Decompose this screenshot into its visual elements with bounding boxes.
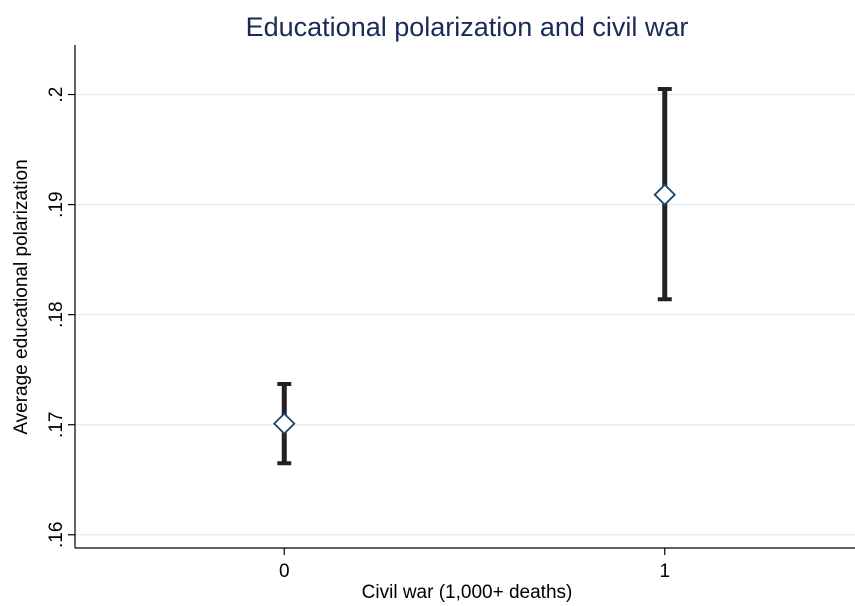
y-tick-label: .17 (46, 412, 67, 438)
x-tick-label: 1 (659, 561, 670, 582)
y-tick-label: .18 (46, 301, 67, 327)
y-ticks: .16 .17 .18 .19 .2 (46, 87, 75, 548)
mean-marker (272, 412, 296, 435)
y-axis-label: Average educational polarization (11, 159, 32, 434)
y-tick-label: .19 (46, 191, 67, 217)
data-marks (272, 87, 677, 466)
mean-marker (653, 183, 677, 206)
y-tick-label: .2 (46, 87, 67, 103)
chart-title: Educational polarization and civil war (246, 12, 689, 42)
x-tick-label: 0 (279, 561, 290, 582)
y-tick-label: .16 (46, 522, 67, 548)
grid-lines (75, 93, 855, 536)
x-axis-label: Civil war (1,000+ deaths) (362, 582, 573, 603)
